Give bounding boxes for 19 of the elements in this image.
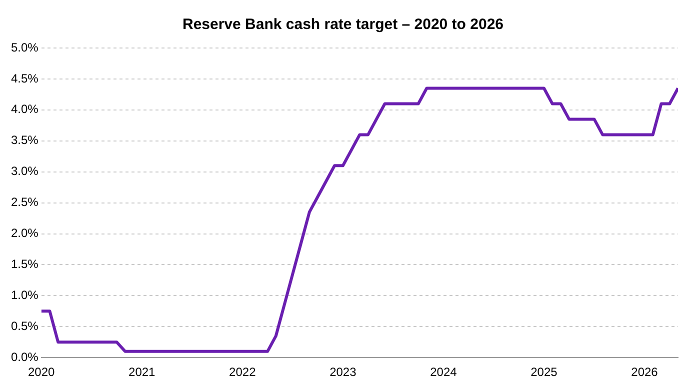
- y-tick-label: 4.0%: [10, 102, 39, 116]
- y-tick-label: 1.0%: [10, 288, 39, 302]
- y-tick-label: 3.0%: [10, 164, 39, 178]
- y-tick-label: 2.5%: [10, 195, 39, 210]
- y-tick-label: 4.5%: [10, 71, 39, 86]
- x-tick-label: 2025: [530, 365, 558, 380]
- x-tick-label: 2023: [330, 365, 357, 380]
- x-tick-label: 2020: [28, 365, 56, 380]
- y-tick-label: 0.0%: [10, 350, 39, 364]
- y-tick-label: 0.5%: [10, 318, 39, 333]
- y-tick-label: 5.0%: [10, 40, 39, 54]
- x-tick-label: 2024: [430, 365, 458, 380]
- y-tick-label: 1.5%: [10, 257, 39, 272]
- y-tick-label: 2.0%: [10, 226, 39, 240]
- y-tick-label: 3.5%: [10, 133, 39, 148]
- chart-title: Reserve Bank cash rate target – 2020 to 2026: [182, 16, 504, 34]
- x-tick-label: 2022: [229, 365, 256, 380]
- x-tick-label: 2021: [128, 365, 156, 380]
- x-tick-label: 2026: [631, 365, 658, 380]
